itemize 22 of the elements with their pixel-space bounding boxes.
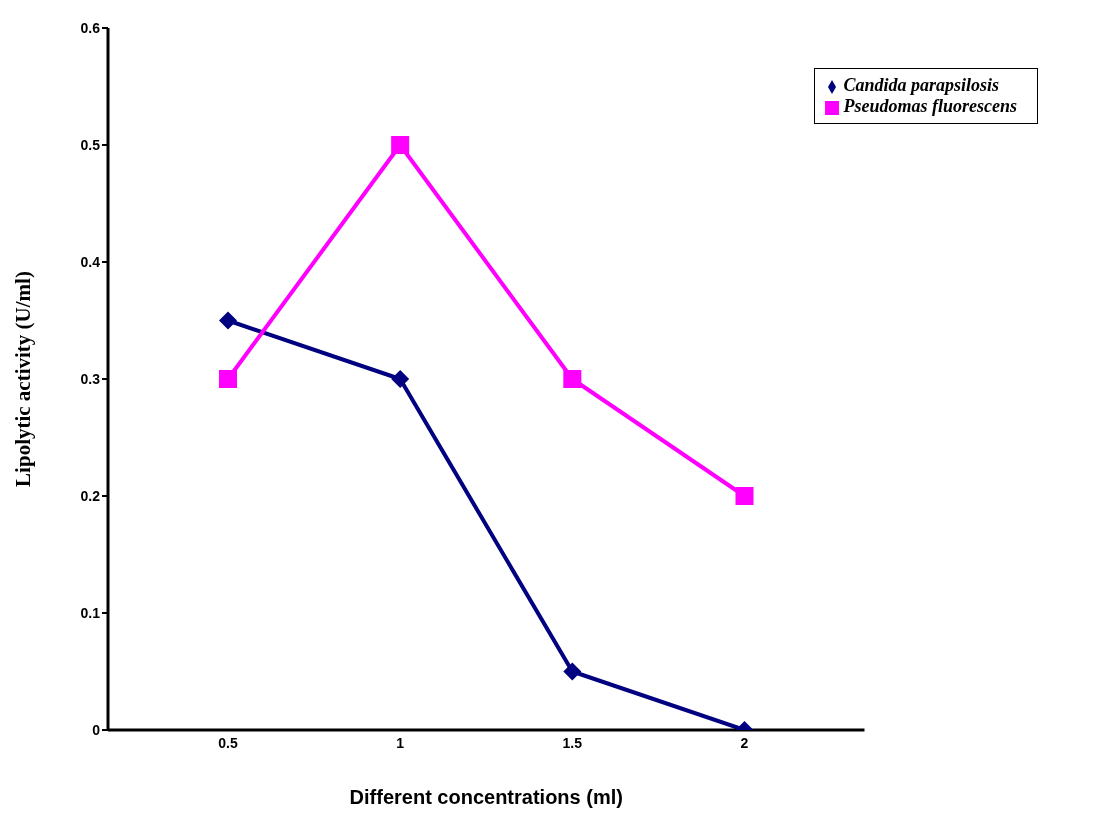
y-tick-label: 0.1 bbox=[80, 604, 101, 621]
x-tick-label: 0.5 bbox=[218, 734, 238, 751]
point bbox=[563, 662, 582, 681]
point bbox=[563, 370, 582, 388]
point bbox=[391, 136, 410, 154]
x-tick-label: 1.5 bbox=[562, 734, 583, 751]
y-tick-label: 0.2 bbox=[80, 487, 101, 504]
point bbox=[735, 487, 754, 505]
legend-label: Candida parapsilosis bbox=[843, 75, 1000, 95]
y-tick-label: 0.3 bbox=[80, 370, 101, 387]
point bbox=[219, 370, 237, 388]
y-tick-label: 0.4 bbox=[80, 253, 101, 270]
y-tick-label: 0 bbox=[92, 721, 101, 738]
x-axis-title: Different concentrations (ml) bbox=[349, 786, 623, 809]
y-tick-label: 0.5 bbox=[80, 136, 101, 153]
y-tick-label: 0.6 bbox=[80, 19, 101, 36]
legend-label: Pseudomas fluorescens bbox=[843, 96, 1017, 116]
x-tick-label: 2 bbox=[740, 734, 749, 751]
point bbox=[219, 311, 237, 330]
point bbox=[391, 370, 410, 388]
x-tick-label: 1 bbox=[396, 734, 405, 751]
y-axis-title: Lipolytic activity (U/ml) bbox=[11, 271, 36, 487]
